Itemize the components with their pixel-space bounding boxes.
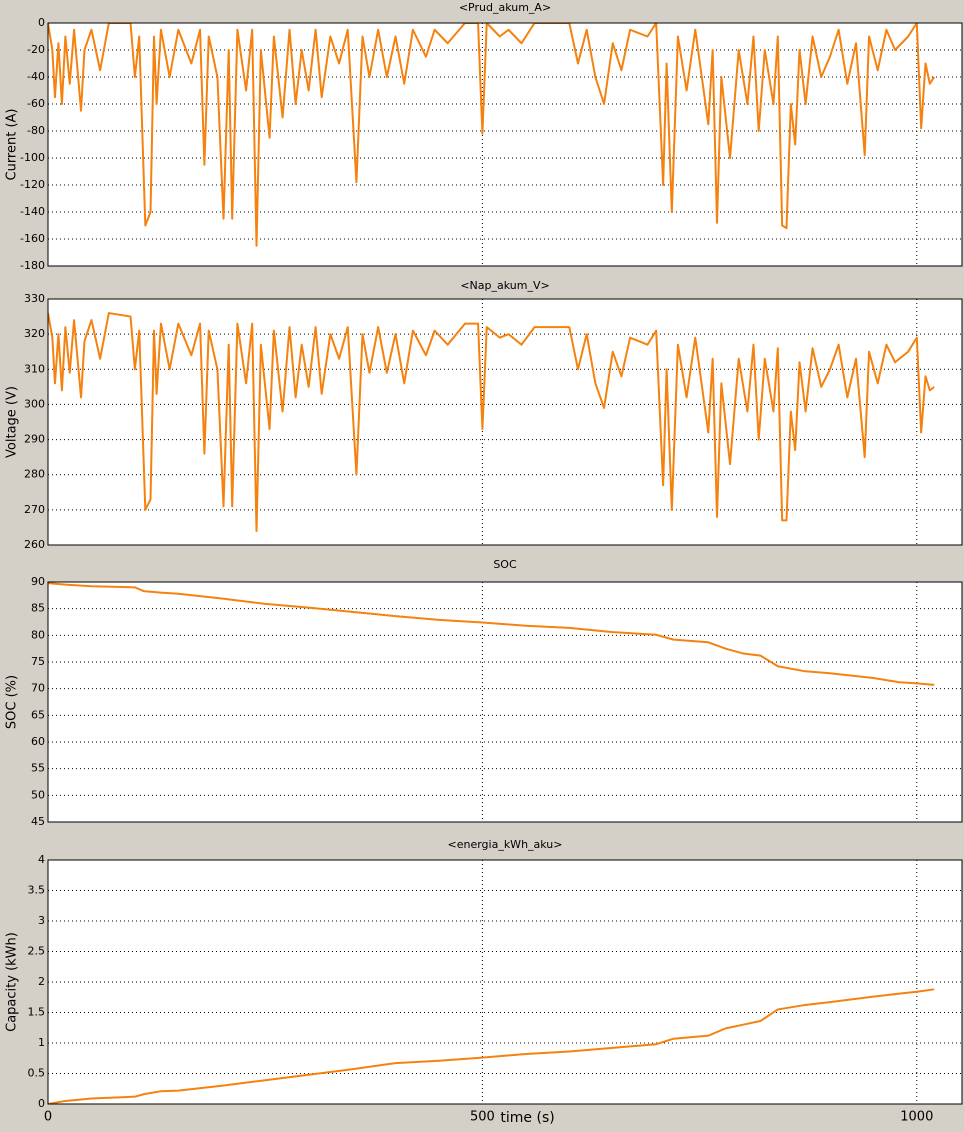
plot-layer <box>48 23 936 247</box>
x-tick-label: 1000 <box>900 1110 933 1125</box>
y-tick-label: 2 <box>38 975 45 988</box>
plot-border <box>47 859 963 1105</box>
y-tick-label: 320 <box>24 327 45 340</box>
y-tick-label: -180 <box>20 259 45 272</box>
plot-layer <box>48 582 935 686</box>
y-tick-label: -60 <box>27 97 45 110</box>
plot-area <box>48 582 962 822</box>
y-tick-label: 75 <box>31 655 45 668</box>
y-tick-label: 2.5 <box>28 945 46 958</box>
y-tick-label: 300 <box>24 397 45 410</box>
x-tick-label: 500 <box>470 1110 495 1125</box>
y-tick-label: 1 <box>38 1036 45 1049</box>
y-tick-label: 4 <box>38 853 45 866</box>
y-tick-label: 65 <box>31 708 45 721</box>
y-tick-label: 280 <box>24 468 45 481</box>
y-tick-label: 80 <box>31 628 45 641</box>
y-tick-label: 3 <box>38 914 45 927</box>
y-tick-label: 0 <box>38 1097 45 1110</box>
chart-title: <Prud_akum_A> <box>459 1 551 14</box>
y-tick-label: 55 <box>31 762 45 775</box>
y-tick-label: 1.5 <box>28 1006 46 1019</box>
y-tick-label: -120 <box>20 178 45 191</box>
y-axis-label: Capacity (kWh) <box>5 932 20 1032</box>
plot-border <box>47 581 963 823</box>
y-axis-label: SOC (%) <box>5 675 20 729</box>
y-tick-label: 90 <box>31 575 45 588</box>
y-tick-label: 260 <box>24 538 45 551</box>
data-line <box>48 23 936 247</box>
y-tick-label: 310 <box>24 362 45 375</box>
data-line <box>48 582 935 686</box>
chart-title: SOC <box>493 558 517 571</box>
y-tick-label: 45 <box>31 815 45 828</box>
y-axis-label: Current (A) <box>5 109 20 181</box>
y-tick-label: 330 <box>24 292 45 305</box>
y-tick-label: 0.5 <box>28 1067 46 1080</box>
plot-layer <box>48 988 935 1104</box>
y-tick-label: -160 <box>20 232 45 245</box>
y-tick-label: 270 <box>24 503 45 516</box>
y-tick-label: 3.5 <box>28 884 46 897</box>
y-tick-label: 290 <box>24 433 45 446</box>
y-axis-label: Voltage (V) <box>5 386 20 458</box>
y-tick-label: 85 <box>31 602 45 615</box>
y-tick-label: 0 <box>38 16 45 29</box>
x-tick-label: 0 <box>44 1110 52 1125</box>
data-line <box>48 988 935 1104</box>
y-tick-label: -100 <box>20 151 45 164</box>
data-line <box>48 312 935 532</box>
y-tick-label: 70 <box>31 682 45 695</box>
y-tick-label: -140 <box>20 205 45 218</box>
plot-border <box>47 298 963 546</box>
plot-layer <box>48 312 935 532</box>
chart-title: <energia_kWh_aku> <box>447 838 562 851</box>
y-tick-label: 50 <box>31 788 45 801</box>
x-axis-label: time (s) <box>500 1110 554 1126</box>
plot-area <box>48 23 962 266</box>
y-tick-label: 60 <box>31 735 45 748</box>
y-tick-label: -20 <box>27 43 45 56</box>
y-tick-label: -80 <box>27 124 45 137</box>
plot-border <box>47 22 963 267</box>
y-tick-label: -40 <box>27 70 45 83</box>
chart-title: <Nap_akum_V> <box>460 279 549 292</box>
